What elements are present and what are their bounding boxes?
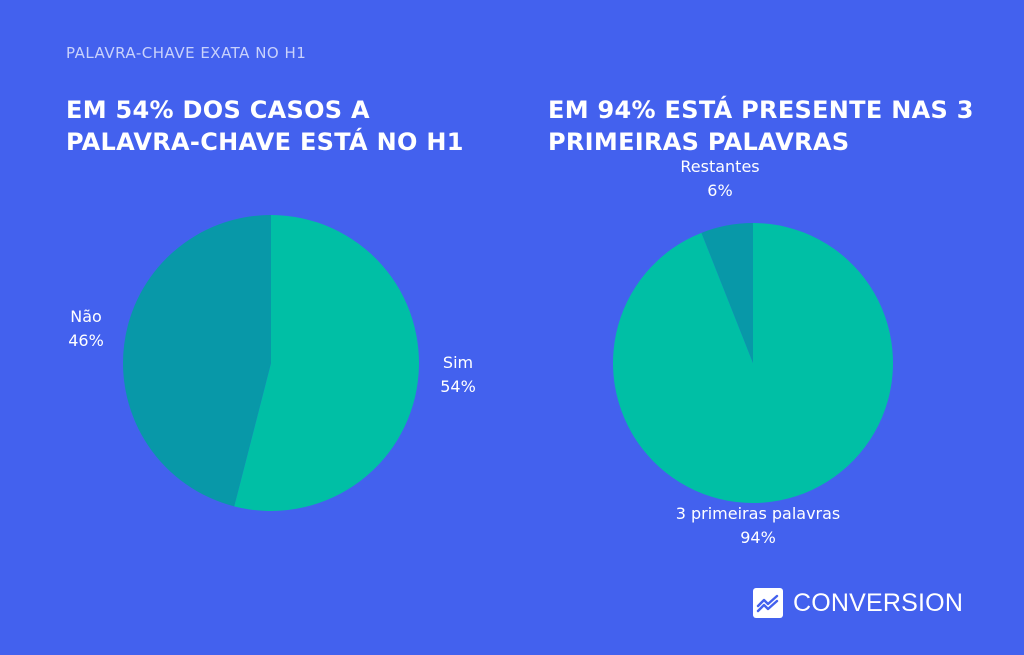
pie-1-slice-label: 3 primeiras palavras — [676, 504, 841, 523]
chart-title-right: EM 94% ESTÁ PRESENTE NAS 3 PRIMEIRAS PAL… — [548, 94, 974, 158]
chart-title-left-line-1: EM 54% DOS CASOS A — [66, 96, 370, 124]
eyebrow-label: PALAVRA-CHAVE EXATA NO H1 — [66, 44, 307, 62]
pie-1-slice-value-label: 94% — [740, 528, 776, 547]
chart-title-left-line-2: PALAVRA-CHAVE ESTÁ NO H1 — [66, 128, 464, 156]
pie-0-slice-label: Não — [70, 307, 102, 326]
pie-0-slice-label: Sim — [443, 353, 473, 372]
chart-title-right-line-2: PRIMEIRAS PALAVRAS — [548, 128, 850, 156]
pie-0-slice-n-o — [123, 215, 271, 507]
pie-1-slice-restantes — [701, 223, 753, 363]
pie-0-slice-value-label: 54% — [440, 377, 476, 396]
trend-line-icon — [753, 588, 783, 618]
pie-0-slice-sim — [234, 215, 420, 511]
pie-1-slice-label: Restantes — [680, 157, 759, 176]
chart-title-right-line-1: EM 94% ESTÁ PRESENTE NAS 3 — [548, 96, 974, 124]
pie-1-slice-value-label: 6% — [707, 181, 732, 200]
brand-logo: CONVERSION — [753, 588, 963, 618]
chart-title-left: EM 54% DOS CASOS A PALAVRA-CHAVE ESTÁ NO… — [66, 94, 464, 158]
pie-0-slice-value-label: 46% — [68, 331, 104, 350]
brand-name: CONVERSION — [793, 588, 964, 617]
